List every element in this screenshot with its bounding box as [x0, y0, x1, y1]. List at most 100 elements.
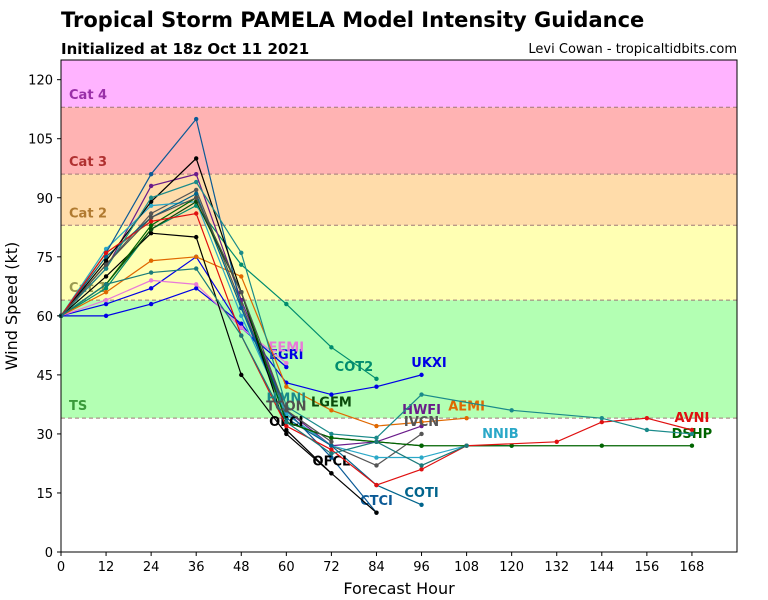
x-tick-label-9: 108	[454, 560, 479, 575]
series-point-OFCI-5	[284, 431, 289, 437]
series-point-HWRF-teal-4	[239, 333, 244, 338]
series-point-HMNI-4	[239, 250, 244, 256]
series-label-EEMI: EEMI	[269, 340, 305, 355]
x-tick-label-14: 168	[680, 560, 705, 575]
series-point-DSHP-8	[509, 443, 514, 448]
y-axis-label: Wind Speed (kt)	[2, 242, 21, 371]
series-point-HWFI-8	[419, 423, 424, 429]
series-point-OFCL-3	[194, 156, 199, 161]
series-point-COT2-6	[329, 345, 334, 350]
series-point-COTI-8	[419, 502, 424, 507]
y-tick-label-5: 75	[36, 251, 53, 266]
x-tick-label-12: 144	[589, 560, 614, 575]
y-tick-label-1: 15	[36, 487, 53, 502]
series-point-HWRF-teal-7	[374, 439, 379, 444]
band-label-3: Cat 3	[69, 155, 107, 170]
series-point-NNIB-2	[148, 203, 154, 208]
band-1	[61, 225, 737, 301]
y-tick-label-8: 120	[28, 74, 53, 89]
y-tick-label-2: 30	[36, 428, 53, 443]
chart-subtitle: Initialized at 18z Oct 11 2021	[61, 40, 310, 58]
series-point-AEMI-9	[464, 415, 469, 421]
series-point-IVCN-8	[419, 431, 424, 437]
series-point-EGRI-2	[148, 286, 154, 291]
series-point-DSHP-7	[419, 443, 424, 448]
series-point-COTI-3	[194, 191, 199, 197]
series-point-UKXI-7	[374, 384, 379, 389]
series-point-OFCI-1	[103, 274, 109, 279]
series-point-IVCN-3	[194, 187, 199, 193]
series-point-AVNI-8	[419, 467, 424, 472]
series-point-AVNI-2	[148, 219, 154, 224]
series-point-TCON-6	[329, 439, 334, 444]
series-point-HMNI-2	[148, 195, 154, 200]
series-label-COT2: COT2	[335, 360, 374, 375]
series-point-AEMI-6	[329, 408, 334, 413]
series-point-COT2-4	[239, 262, 244, 267]
series-point-AVNI-13	[689, 427, 695, 433]
series-point-AEMI-8	[419, 419, 424, 425]
series-point-TCON-5	[284, 408, 289, 413]
series-point-HMNI-7	[374, 435, 379, 441]
plot-frame	[60, 59, 738, 553]
series-point-HMNI-9	[509, 408, 514, 413]
series-point-AEMI-3	[194, 254, 199, 259]
series-line-HWRF-teal	[60, 267, 467, 467]
series-point-HWRF-teal-8	[419, 463, 424, 468]
series-line-AVNI	[60, 212, 693, 486]
series-label-LGEM: LGEM	[311, 395, 352, 410]
series-point-HMNI-6	[329, 431, 334, 437]
series-point-EEMI-5	[284, 360, 289, 366]
series-point-AVNI-10	[554, 439, 559, 444]
series-point-OFCI-4	[239, 372, 244, 378]
series-point-AVNI-12	[644, 415, 650, 421]
x-tick-label-8: 96	[413, 560, 430, 575]
series-point-DSHP-6	[329, 435, 334, 441]
series-line-COT2	[60, 204, 377, 380]
series-point-AVNI-5	[284, 423, 289, 429]
series-point-AEMI-1	[103, 290, 109, 295]
series-point-AVNI-11	[599, 419, 604, 425]
series-point-EGRI-1	[103, 301, 109, 307]
series-point-EEMI-4	[239, 325, 244, 330]
band-4	[61, 60, 737, 108]
band-3	[61, 107, 737, 175]
series-label-COTI: COTI	[404, 486, 438, 501]
series-point-UKXI-2	[148, 301, 154, 307]
series-point-HMNI-12	[689, 431, 695, 437]
series-point-COTI-6	[329, 443, 334, 448]
x-tick-label-2: 24	[143, 560, 160, 575]
series-point-HWRF-teal-5	[284, 419, 289, 425]
band-label-4: Cat 4	[69, 88, 107, 103]
series-point-HMNI-3	[194, 179, 199, 185]
chart-title: Tropical Storm PAMELA Model Intensity Gu…	[61, 8, 645, 32]
series-point-TCON-2	[148, 215, 154, 220]
series-point-COT2-7	[374, 376, 379, 382]
series-point-AEMI-5	[284, 384, 289, 389]
axes: 0 12 24 36 48 60 72 84 96 108 120 132 144 156 168 0 15 30…	[28, 59, 738, 575]
band-label-0: TS	[69, 399, 87, 414]
y-tick-label-4: 60	[36, 310, 53, 325]
series-point-EEMI-2	[148, 278, 154, 283]
series-point-TCON-3	[194, 195, 199, 200]
x-tick-label-4: 48	[233, 560, 250, 575]
x-tick-label-0: 0	[57, 560, 65, 575]
series-point-OFCL-5	[284, 427, 289, 433]
series-point-AVNI-3	[194, 211, 199, 216]
x-tick-label-7: 84	[368, 560, 385, 575]
band-0	[61, 300, 737, 419]
series-point-COT2-5	[284, 301, 289, 307]
series-point-AEMI-7	[374, 423, 379, 429]
series-point-AVNI-6	[329, 447, 334, 452]
series-point-HMNI-1	[103, 266, 109, 271]
series-label-UKXI: UKXI	[411, 356, 447, 371]
series-point-CTCI-4	[239, 305, 244, 311]
series-point-OFCI-7	[374, 510, 379, 515]
series-point-AVNI-1	[103, 250, 109, 256]
series-point-EGRI-5	[284, 364, 289, 370]
series-point-DSHP-10	[689, 443, 695, 448]
series-point-UKXI-3	[194, 286, 199, 291]
series-point-HWRF-teal-6	[329, 451, 334, 456]
